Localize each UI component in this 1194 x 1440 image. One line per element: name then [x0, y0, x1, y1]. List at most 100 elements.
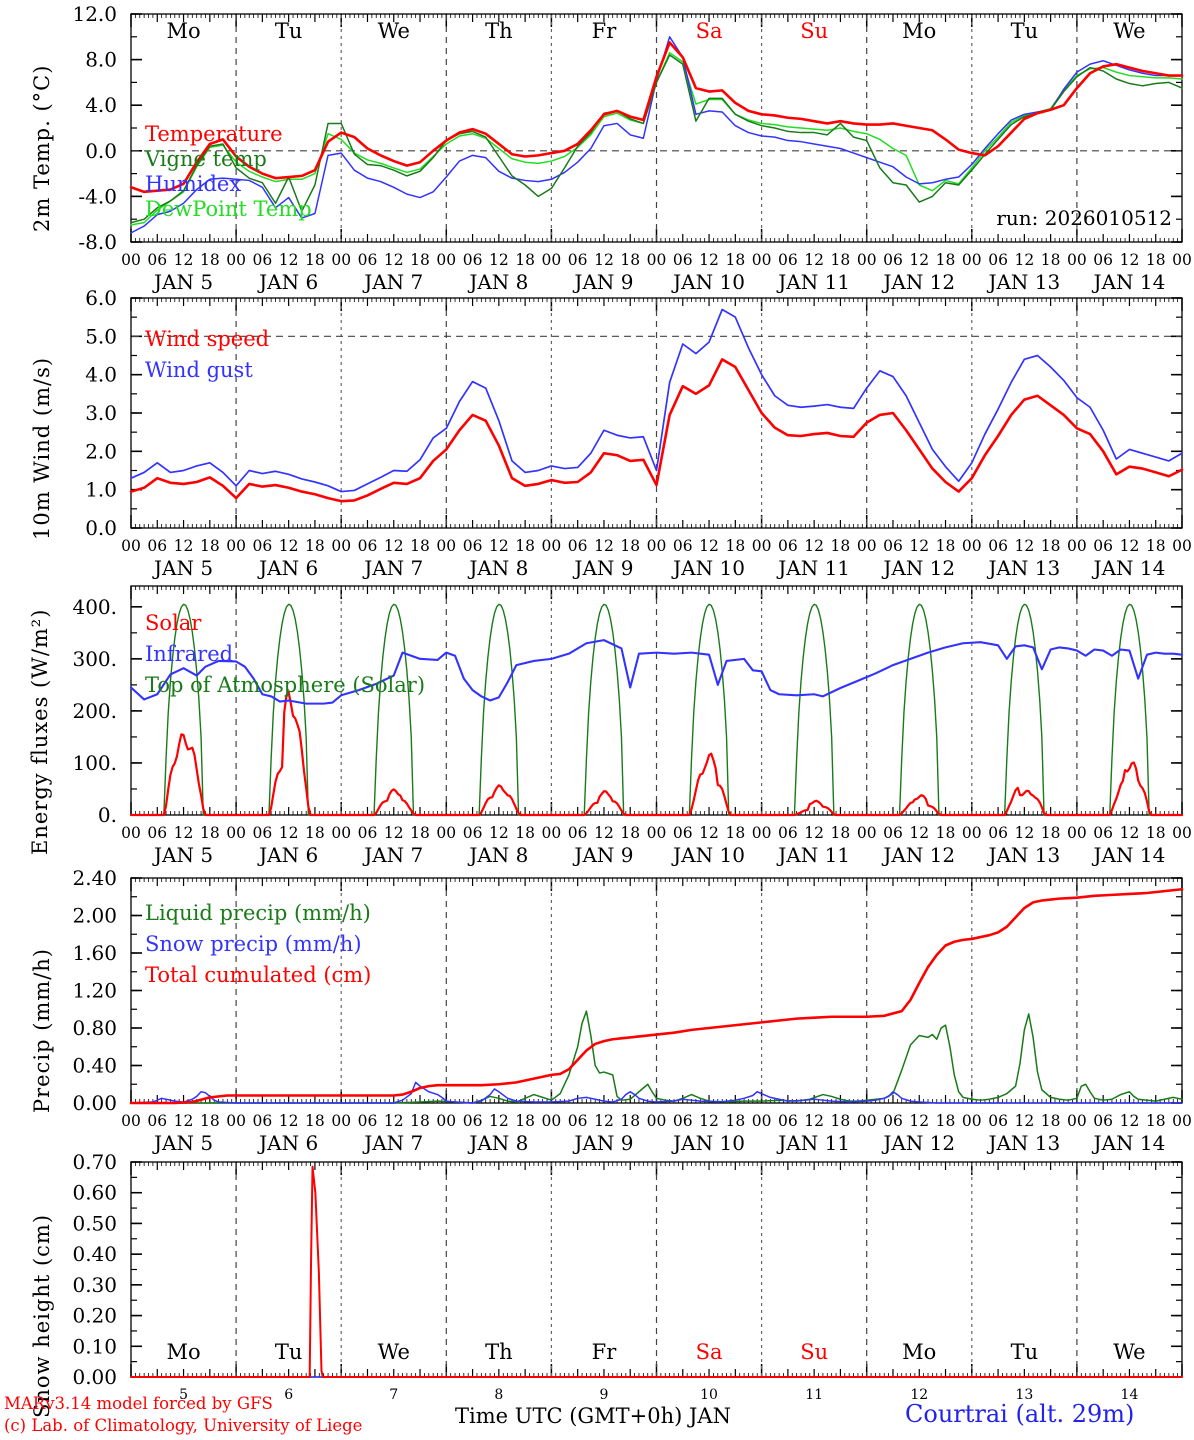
hour-label: 00 [1172, 251, 1192, 269]
hour-label: 00 [647, 1112, 667, 1130]
hour-label: 00 [857, 537, 877, 555]
model-credit-line-1: MARv3.14 model forced by GFS [4, 1394, 273, 1413]
y-axis-ticks: 6.0 5.0 4.0 3.0 2.0 1.0 0.0 [85, 286, 1182, 540]
hour-label: 00 [752, 824, 772, 842]
hour-label: 12 [909, 251, 929, 269]
y-tick-label: -8.0 [78, 230, 117, 254]
day-separators [235, 587, 1078, 814]
hour-label: 06 [147, 537, 167, 555]
panel-temperature-ylabel: 2m Temp. (°C) [30, 64, 54, 232]
y-axis-ticks: 2.40 2.00 1.60 1.20 0.80 0.40 0.00 [72, 866, 1182, 1115]
day-of-week-label: Tu [275, 19, 303, 43]
hour-label: 06 [463, 251, 483, 269]
panel-temperature-plot: 12.0 8.0 4.0 0.0 -4.0 -8.0 Mo Tu We Th Fr Sa Su Mo Tu W… [72, 2, 1191, 294]
y-tick-label: 12.0 [72, 2, 117, 26]
hour-label: 18 [1041, 251, 1061, 269]
hour-label: 00 [1172, 537, 1192, 555]
day-label: JAN 8 [467, 270, 528, 294]
day-label: JAN 9 [572, 556, 633, 580]
hour-label: 00 [542, 251, 562, 269]
y-axis-ticks: 12.0 8.0 4.0 0.0 -4.0 -8.0 [72, 2, 1182, 254]
panel-snow-ylabel: Snow height (cm) [30, 1213, 54, 1418]
y-tick-label: 0.0 [85, 516, 117, 540]
panel-temperature: 2m Temp. (°C) 12.0 8.0 4.0 0.0 -4.0 -8.0 Mo Tu W… [0, 0, 1194, 294]
hour-label: 18 [725, 251, 745, 269]
hour-label: 00 [962, 251, 982, 269]
day-label: JAN 9 [572, 843, 633, 867]
y-tick-label: 300. [72, 647, 117, 671]
y-tick-label: 0.10 [72, 1334, 117, 1358]
hour-label: 06 [358, 1112, 378, 1130]
hour-label: 12 [594, 824, 614, 842]
hour-label: 00 [542, 537, 562, 555]
hour-label: 06 [778, 1112, 798, 1130]
hour-label: 00 [1067, 251, 1087, 269]
hour-label: 00 [857, 251, 877, 269]
hour-label: 18 [200, 537, 220, 555]
hour-label: 00 [121, 251, 141, 269]
series-wind-speed [129, 358, 1184, 503]
y-tick-label: 0.00 [72, 1365, 117, 1389]
hour-label: 00 [542, 1112, 562, 1130]
day-separators [235, 1163, 1078, 1376]
day-label: JAN 10 [671, 556, 745, 580]
hour-label: 12 [1120, 1112, 1140, 1130]
hour-label: 18 [725, 1112, 745, 1130]
series-snow-precip [130, 1081, 1183, 1104]
hour-label: 06 [988, 1112, 1008, 1130]
hour-label: 12 [1014, 251, 1034, 269]
hour-label: 12 [699, 537, 719, 555]
day-label: JAN 10 [671, 1131, 745, 1155]
y-tick-label: 0.30 [72, 1273, 117, 1297]
hour-label: 06 [147, 1112, 167, 1130]
hour-label: 12 [804, 1112, 824, 1130]
hour-label: 12 [909, 1112, 929, 1130]
hour-label: 12 [594, 1112, 614, 1130]
hour-label: 00 [331, 824, 351, 842]
hour-label: 12 [804, 537, 824, 555]
hour-label: 18 [200, 1112, 220, 1130]
hour-label: 12 [279, 824, 299, 842]
hour-label: 12 [489, 1112, 509, 1130]
panel-snow: Snow height (cm) 0.70 0.60 0.50 0.40 0.30 0.2… [0, 1150, 1194, 1418]
hour-label: 18 [1146, 824, 1166, 842]
y-tick-label: 4.0 [85, 93, 117, 117]
hour-label: 18 [620, 824, 640, 842]
hour-label: 18 [200, 824, 220, 842]
day-label: JAN 12 [881, 1131, 955, 1155]
y-tick-label: 5.0 [85, 324, 117, 348]
hour-label: 06 [1093, 1112, 1113, 1130]
day-of-week-label: Tu [1011, 1340, 1039, 1364]
hour-label: 06 [463, 1112, 483, 1130]
hour-label: 18 [410, 251, 430, 269]
series-solar [129, 691, 1184, 817]
hour-label: 18 [515, 824, 535, 842]
hour-label: 00 [542, 824, 562, 842]
y-tick-label: 2.0 [85, 439, 117, 463]
y-tick-label: 0.40 [72, 1054, 117, 1078]
y-axis-ticks: 400. 300. 200. 100. 0. [72, 595, 1182, 827]
series-snow-height [130, 1165, 1183, 1378]
hour-label: 06 [358, 251, 378, 269]
hour-label: 12 [909, 824, 929, 842]
hour-label: 06 [463, 537, 483, 555]
day-separators [132, 299, 1181, 527]
hour-label: 12 [909, 537, 929, 555]
run-label: run: 2026010512 [996, 206, 1172, 230]
hour-label: 18 [1041, 537, 1061, 555]
day-of-week-label: Mo [166, 1340, 200, 1364]
y-tick-label: 400. [72, 595, 117, 619]
day-separators [235, 879, 1078, 1102]
hour-label: 18 [1041, 1112, 1061, 1130]
hour-label: 00 [226, 1112, 246, 1130]
legend-entry: Top of Atmosphere (Solar) [145, 673, 425, 697]
hour-label: 06 [463, 824, 483, 842]
y-tick-label: 1.20 [72, 979, 117, 1003]
bottom-day-numbers: 5 6 7 8 9 10 11 12 13 14 [179, 1387, 1138, 1403]
hour-label: 18 [1146, 251, 1166, 269]
hour-label: 06 [253, 824, 273, 842]
day-of-week-label: Mo [902, 19, 936, 43]
day-label: JAN 13 [986, 1131, 1060, 1155]
